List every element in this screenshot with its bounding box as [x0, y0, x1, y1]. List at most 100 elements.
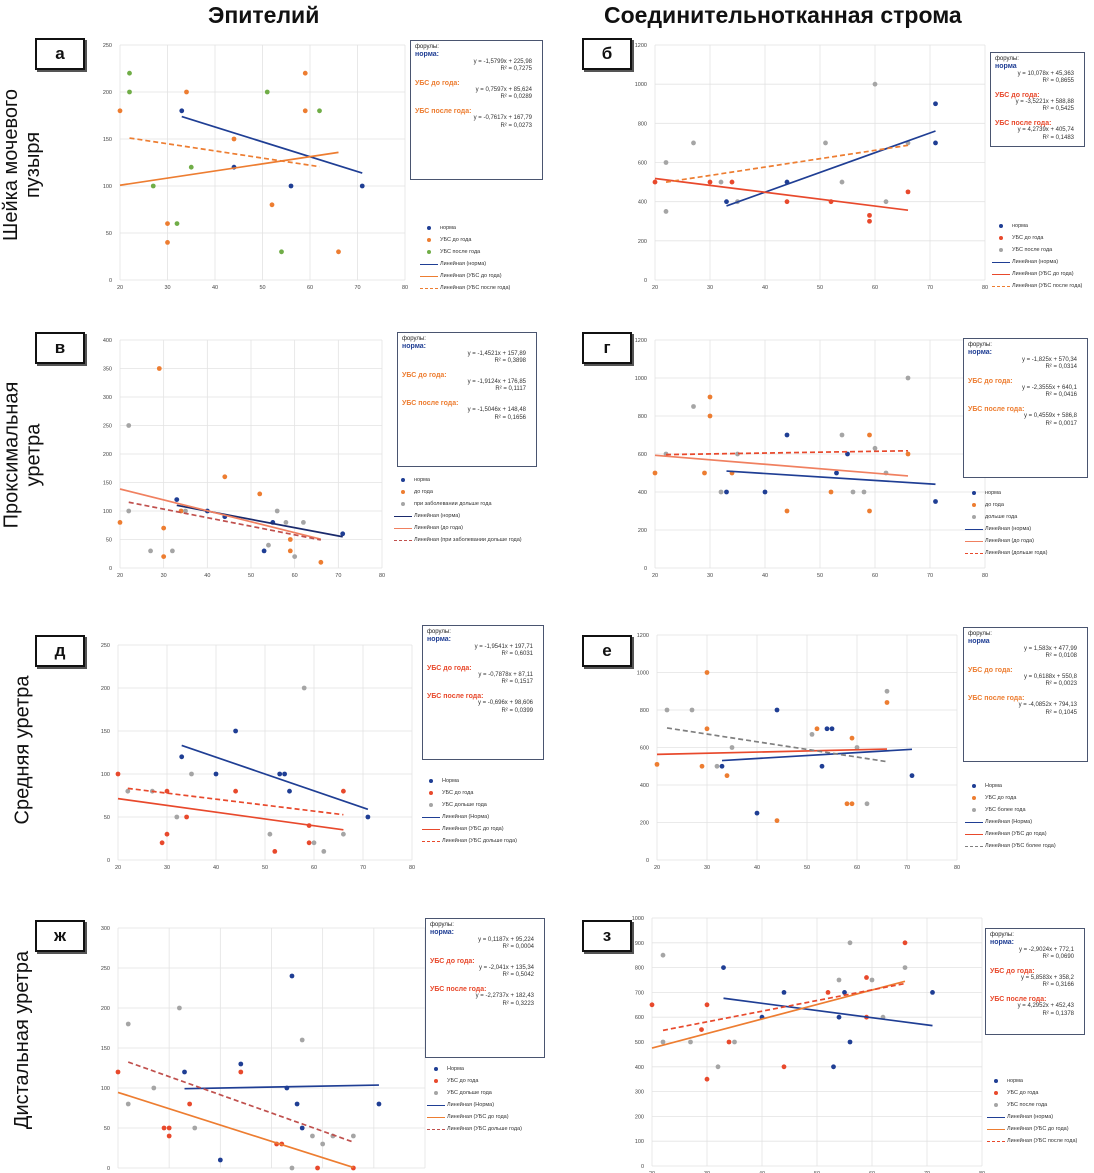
x-tick-label: 40	[754, 865, 760, 871]
data-point-norm	[819, 763, 825, 769]
data-point-before-year	[905, 451, 911, 457]
data-point-norm	[261, 548, 267, 554]
legend-item: Линейная (норма)	[392, 510, 522, 522]
data-point-before-year	[704, 1002, 710, 1008]
legend-item: УБС дольше года	[425, 1087, 522, 1099]
formula-r-squared: R² = 0,1378	[1042, 1010, 1074, 1017]
legend-line-icon	[422, 828, 440, 830]
y-tick-label: 600	[635, 1015, 644, 1021]
legend-marker-icon	[999, 224, 1003, 228]
legend-label: Линейная (УБС после года)	[1012, 283, 1083, 289]
data-point-before-year	[707, 394, 713, 400]
trendline-norm	[181, 744, 369, 811]
data-point-after-year	[660, 952, 666, 958]
x-tick-label: 30	[164, 865, 170, 871]
x-tick-label: 80	[982, 285, 988, 291]
x-tick-label: 30	[704, 1171, 710, 1173]
data-point-after-year	[148, 548, 153, 554]
data-point-norm	[287, 788, 292, 794]
formula-label: УБС после года:	[995, 119, 1052, 127]
trendline-before-year	[651, 980, 906, 1049]
formula-box: форулы: норма: y = -2,9024x + 772,1 R² = 0,…	[985, 928, 1085, 1035]
formula-r-squared: R² = 0,1045	[1045, 709, 1077, 716]
formula-label: норма:	[415, 51, 439, 59]
x-tick-label: 60	[872, 573, 878, 579]
formula-label: норма	[995, 63, 1017, 71]
y-tick-label: 50	[106, 231, 112, 237]
data-point-before-year	[704, 670, 710, 675]
data-point-after-year	[902, 965, 908, 970]
legend-marker-icon	[994, 1103, 998, 1107]
formula-header: форулы:	[415, 44, 439, 50]
data-point-after-year	[689, 707, 695, 713]
legend-marker-icon	[972, 808, 976, 812]
trendline-before-year	[119, 151, 339, 187]
formula-r-squared: R² = 0,0023	[1045, 681, 1077, 688]
data-point-before-year	[184, 814, 190, 820]
legend-symbol	[990, 236, 1012, 240]
legend-label: Линейная (норма)	[1007, 1114, 1054, 1120]
data-point-before-year	[318, 559, 324, 565]
y-tick-label: 0	[109, 278, 112, 284]
x-tick-label: 20	[117, 573, 123, 579]
y-tick-label: 1200	[637, 633, 649, 639]
data-point-norm	[834, 470, 839, 476]
formula-header: форулы:	[968, 342, 992, 348]
formula-label: УБС до года:	[415, 79, 460, 87]
legend-symbol	[985, 1079, 1007, 1083]
data-point-before-year	[652, 470, 658, 476]
legend-label: УБС после года	[1007, 1102, 1048, 1108]
legend-item: Линейная (УБС до года)	[985, 1123, 1077, 1135]
legend-symbol	[420, 840, 442, 842]
data-point-after-year	[688, 1039, 693, 1045]
y-tick-label: 1000	[635, 376, 647, 382]
trendline-norm	[181, 115, 363, 174]
data-point-before-year	[159, 840, 165, 846]
y-tick-label: 100	[103, 184, 112, 190]
x-tick-label: 60	[872, 285, 878, 291]
data-point-after-year	[125, 788, 131, 794]
legend-label: Линейная (УБС до года)	[1007, 1126, 1069, 1132]
data-point-after-year	[283, 520, 289, 525]
legend-item: Линейная (Норма)	[963, 816, 1056, 828]
legend-label: при заболевании дольше года	[414, 501, 492, 507]
chart-legend: норма до года при заболевании дольше года Л…	[392, 474, 522, 546]
y-tick-label: 200	[640, 821, 649, 827]
chart-legend: норма УБС до года УБС после года Линейная (…	[418, 222, 510, 294]
legend-item: Линейная (при заболевании дольше года)	[392, 534, 522, 546]
legend-line-icon	[422, 816, 440, 818]
legend-item: УБС после года	[985, 1099, 1077, 1111]
data-point-norm	[845, 451, 850, 457]
legend-item: Норма	[963, 780, 1056, 792]
data-point-after-year	[691, 140, 696, 146]
data-point-after-year	[714, 763, 720, 769]
x-tick-label: 70	[354, 285, 360, 291]
formula-label: норма	[968, 638, 990, 646]
legend-line-icon	[394, 539, 412, 541]
x-tick-label: 60	[307, 285, 313, 291]
legend-line-icon	[965, 540, 983, 542]
data-point-after-year	[660, 1039, 666, 1045]
panel-label-4: г	[582, 332, 632, 364]
chart-legend: норма до года дольше года Линейная (норма) Л…	[963, 487, 1047, 559]
legend-marker-icon	[434, 1079, 438, 1083]
data-point-before-year	[341, 788, 346, 794]
y-tick-label: 1000	[637, 671, 649, 677]
data-point-before-year	[233, 788, 239, 794]
legend-symbol	[963, 515, 985, 519]
trendline-after-year	[665, 144, 909, 183]
legend-symbol	[420, 828, 442, 830]
data-point-before-year	[302, 70, 308, 76]
legend-label: Линейная (УБС до года)	[442, 826, 504, 832]
data-point-before-year	[867, 508, 872, 514]
x-tick-label: 70	[360, 865, 366, 871]
data-point-before-year	[257, 491, 263, 497]
formula-label: УБС до года:	[402, 371, 447, 379]
x-tick-label: 40	[204, 573, 210, 579]
legend-line-icon	[394, 527, 412, 529]
data-point-norm	[829, 726, 835, 732]
data-point-after-year	[320, 1141, 326, 1147]
y-tick-label: 350	[103, 367, 112, 373]
legend-item: УБС до года	[963, 792, 1056, 804]
